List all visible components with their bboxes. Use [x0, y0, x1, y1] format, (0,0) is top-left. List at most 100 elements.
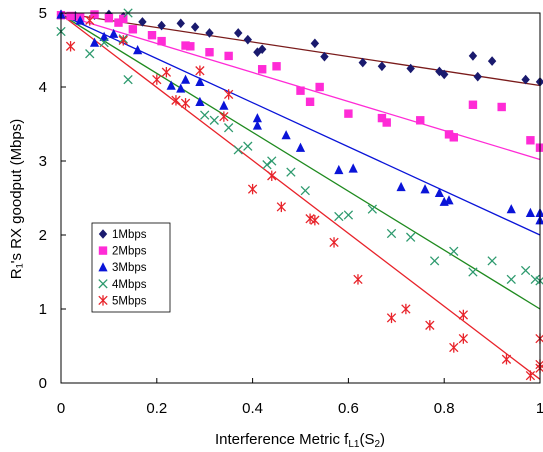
data-point-1Mbps-22 [473, 71, 482, 82]
data-point-3Mbps-12 [252, 113, 262, 123]
data-point-3Mbps-20 [434, 187, 445, 198]
data-point-4Mbps-24 [506, 274, 516, 285]
legend-label-2Mbps: 2Mbps [112, 246, 147, 258]
data-point-4Mbps-23 [487, 256, 497, 266]
data-point-3Mbps-17 [348, 163, 358, 173]
legend-marker-3Mbps [98, 262, 108, 272]
data-point-2Mbps-7 [128, 25, 138, 34]
data-point-5Mbps-4 [161, 67, 172, 78]
data-point-5Mbps-10 [247, 183, 258, 195]
data-point-4Mbps-8-stroke-b [223, 123, 234, 133]
data-point-2Mbps-16 [296, 86, 305, 95]
data-point-4Mbps-14-stroke-b [300, 185, 310, 196]
data-point-4Mbps-17-stroke-b [367, 204, 378, 214]
data-point-1Mbps-9 [205, 28, 214, 38]
data-point-4Mbps-5-stroke-b [123, 74, 133, 85]
data-point-4Mbps-18-stroke-b [386, 228, 397, 239]
data-point-3Mbps-1 [75, 15, 85, 25]
data-point-5Mbps-0 [65, 41, 76, 52]
data-point-2Mbps-28 [535, 143, 543, 152]
data-point-4Mbps-8 [223, 123, 234, 133]
data-point-5Mbps-15 [329, 237, 339, 248]
data-point-5Mbps-23 [501, 354, 512, 365]
data-point-1Mbps-13 [257, 44, 267, 55]
data-point-2Mbps-18 [315, 82, 324, 92]
y-tick-label: 1 [39, 301, 47, 318]
data-point-1Mbps-1 [71, 11, 80, 21]
plot-frame [60, 12, 541, 384]
data-point-4Mbps-15-stroke-b [334, 211, 344, 222]
data-point-3Mbps-18 [396, 181, 406, 192]
data-point-2Mbps-22 [416, 116, 425, 125]
data-point-5Mbps-9 [223, 89, 234, 100]
data-point-1Mbps-6 [157, 20, 166, 31]
fit-line-1Mbps [60, 12, 541, 87]
legend-label-3Mbps: 3Mbps [112, 262, 147, 274]
data-point-4Mbps-24-stroke-b [506, 274, 516, 285]
data-point-2Mbps-24 [449, 133, 458, 142]
data-point-3Mbps-25 [535, 215, 543, 225]
data-point-5Mbps-2 [118, 35, 128, 46]
y-tick-label: 3 [39, 153, 47, 170]
data-point-5Mbps-7 [195, 65, 205, 76]
data-point-2Mbps-17 [305, 97, 315, 106]
data-point-5Mbps-12 [276, 201, 286, 213]
data-point-1Mbps-7 [176, 18, 185, 29]
data-point-4Mbps-6 [200, 110, 210, 120]
data-point-5Mbps-11 [267, 170, 277, 181]
data-point-4Mbps-9-stroke-b [233, 145, 243, 155]
x-tick-label: 0 [57, 400, 65, 417]
data-point-4Mbps-17 [367, 204, 378, 214]
data-point-2Mbps-13 [224, 51, 233, 61]
data-point-4Mbps-7 [209, 115, 219, 125]
data-point-2Mbps-14 [257, 65, 267, 74]
data-point-5Mbps-14 [310, 215, 320, 226]
data-point-3Mbps-11 [219, 100, 229, 110]
data-point-5Mbps-17 [386, 312, 397, 324]
data-point-2Mbps-15 [272, 62, 281, 71]
data-point-5Mbps-21 [458, 309, 469, 321]
data-point-4Mbps-13 [286, 167, 296, 177]
y-tick-label: 0 [39, 375, 47, 392]
data-point-4Mbps-22 [468, 267, 478, 277]
x-tick-label: 0.8 [434, 400, 455, 417]
x-axis-title-paren-sub: 2 [374, 439, 380, 450]
data-point-4Mbps-26-stroke-b [530, 274, 540, 285]
data-point-4Mbps-21-stroke-b [449, 246, 459, 256]
x-tick-label: 0.6 [338, 400, 359, 417]
data-point-4Mbps-19-stroke-b [406, 232, 416, 242]
legend-label-5Mbps: 5Mbps [112, 295, 147, 307]
data-point-5Mbps-5 [171, 95, 181, 106]
data-point-3Mbps-8 [180, 74, 191, 84]
x-tick-label: 0.2 [146, 400, 167, 417]
data-point-2Mbps-10 [181, 41, 190, 50]
data-point-4Mbps-15 [334, 211, 344, 222]
data-point-4Mbps-22-stroke-b [468, 267, 478, 277]
data-point-5Mbps-22 [458, 333, 469, 344]
fit-line-4Mbps [60, 13, 541, 310]
data-point-3Mbps-3 [99, 31, 109, 41]
data-point-4Mbps-12-stroke-b [267, 156, 277, 166]
data-point-4Mbps-16 [343, 210, 354, 220]
data-point-2Mbps-8 [147, 31, 157, 40]
data-point-4Mbps-12 [267, 156, 277, 166]
y-axis-title: R₁'s RX goodput (Mbps) [8, 119, 25, 280]
data-point-3Mbps-9 [195, 76, 205, 87]
data-point-3Mbps-6 [166, 80, 176, 90]
y-tick-label: 5 [39, 5, 47, 22]
x-axis-title-sub: L1 [348, 439, 360, 450]
data-point-1Mbps-21 [468, 51, 478, 61]
data-point-2Mbps-12 [205, 48, 214, 57]
data-point-2Mbps-4 [104, 13, 114, 23]
data-point-4Mbps-23-stroke-b [487, 256, 497, 266]
data-point-4Mbps-6-stroke-b [200, 110, 210, 120]
data-point-2Mbps-11 [186, 42, 195, 51]
data-point-4Mbps-2-stroke-b [99, 37, 109, 48]
data-point-5Mbps-20 [449, 342, 459, 353]
data-point-4Mbps-25-stroke-b [520, 265, 531, 276]
data-point-4Mbps-14 [300, 185, 310, 196]
data-points [56, 8, 543, 381]
data-point-1Mbps-5 [138, 17, 147, 27]
series-3Mbps [56, 9, 543, 225]
